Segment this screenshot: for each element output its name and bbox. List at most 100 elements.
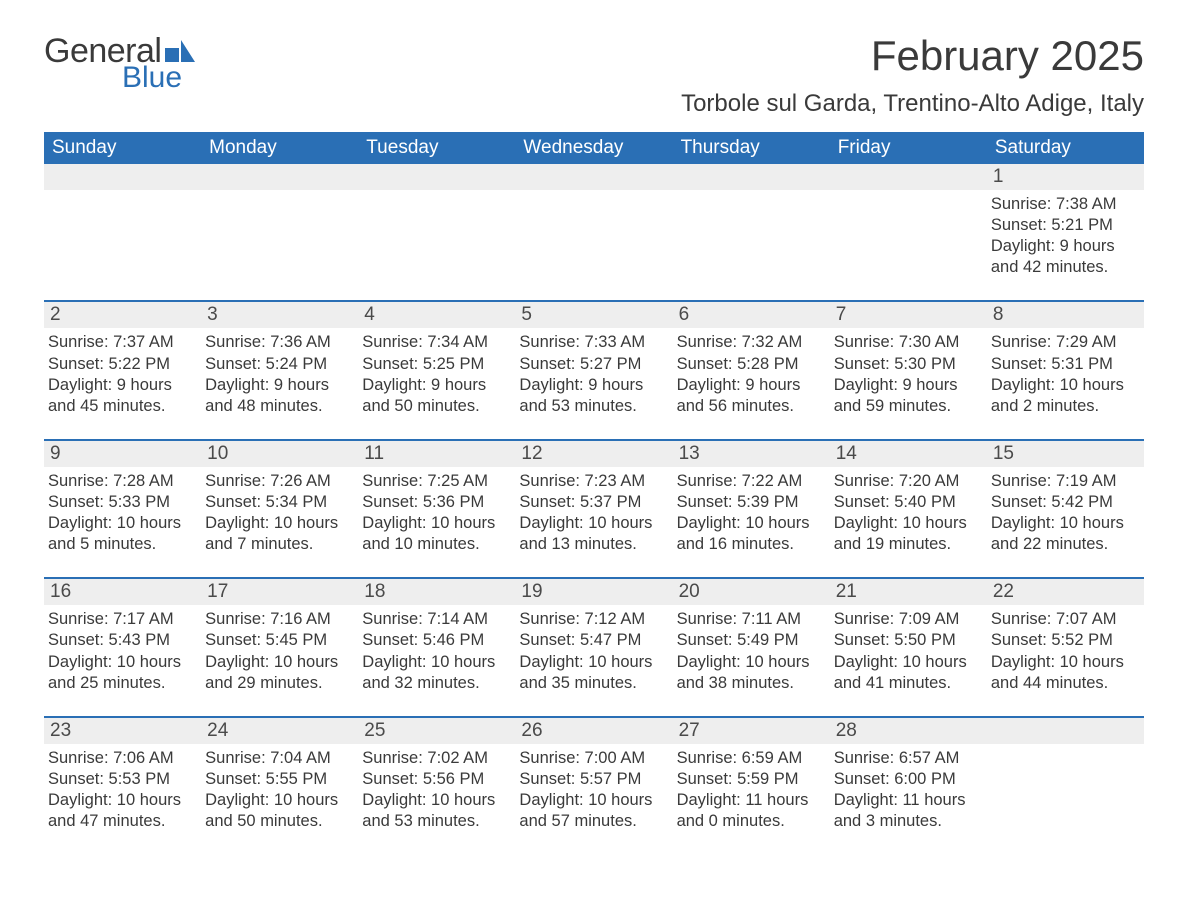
daynum-row: 1 [44, 164, 1144, 190]
dl1-text: Daylight: 10 hours [991, 375, 1138, 396]
day-number: 8 [987, 302, 1144, 328]
day-details [515, 190, 672, 282]
sunset-text: Sunset: 5:36 PM [362, 492, 509, 513]
sunset-text: Sunset: 5:53 PM [48, 769, 195, 790]
sunrise-text: Sunrise: 7:00 AM [519, 748, 666, 769]
dl2-text: and 50 minutes. [362, 396, 509, 417]
sunrise-text: Sunrise: 6:59 AM [677, 748, 824, 769]
dl2-text: and 47 minutes. [48, 811, 195, 832]
dow-cell: Wednesday [515, 132, 672, 164]
sunrise-text: Sunrise: 7:17 AM [48, 609, 195, 630]
dl1-text: Daylight: 10 hours [48, 790, 195, 811]
dl2-text: and 29 minutes. [205, 673, 352, 694]
details-row: Sunrise: 7:28 AMSunset: 5:33 PMDaylight:… [44, 467, 1144, 559]
location-text: Torbole sul Garda, Trentino-Alto Adige, … [681, 90, 1144, 118]
dl2-text: and 3 minutes. [834, 811, 981, 832]
dow-cell: Friday [830, 132, 987, 164]
sunset-text: Sunset: 5:56 PM [362, 769, 509, 790]
day-details [987, 744, 1144, 836]
dl1-text: Daylight: 10 hours [519, 652, 666, 673]
day-details: Sunrise: 7:04 AMSunset: 5:55 PMDaylight:… [201, 744, 358, 836]
day-details: Sunrise: 7:38 AMSunset: 5:21 PMDaylight:… [987, 190, 1144, 282]
sunset-text: Sunset: 5:37 PM [519, 492, 666, 513]
dl2-text: and 50 minutes. [205, 811, 352, 832]
dl1-text: Daylight: 10 hours [362, 790, 509, 811]
day-details: Sunrise: 7:25 AMSunset: 5:36 PMDaylight:… [358, 467, 515, 559]
day-details [358, 190, 515, 282]
dl1-text: Daylight: 10 hours [519, 790, 666, 811]
day-details: Sunrise: 7:32 AMSunset: 5:28 PMDaylight:… [673, 328, 830, 420]
sunset-text: Sunset: 5:21 PM [991, 215, 1138, 236]
dl1-text: Daylight: 10 hours [834, 652, 981, 673]
dl1-text: Daylight: 9 hours [205, 375, 352, 396]
dow-cell: Tuesday [358, 132, 515, 164]
calendar-week: 9101112131415Sunrise: 7:28 AMSunset: 5:3… [44, 439, 1144, 559]
dl1-text: Daylight: 10 hours [991, 652, 1138, 673]
dl2-text: and 45 minutes. [48, 396, 195, 417]
dl2-text: and 56 minutes. [677, 396, 824, 417]
daynum-row: 2345678 [44, 300, 1144, 328]
day-number: 18 [358, 579, 515, 605]
day-number: 6 [673, 302, 830, 328]
day-details [673, 190, 830, 282]
day-number: 7 [830, 302, 987, 328]
dl2-text: and 10 minutes. [362, 534, 509, 555]
sunset-text: Sunset: 5:45 PM [205, 630, 352, 651]
day-details: Sunrise: 7:11 AMSunset: 5:49 PMDaylight:… [673, 605, 830, 697]
dl2-text: and 7 minutes. [205, 534, 352, 555]
sunset-text: Sunset: 5:55 PM [205, 769, 352, 790]
sunrise-text: Sunrise: 7:33 AM [519, 332, 666, 353]
day-of-week-header: SundayMondayTuesdayWednesdayThursdayFrid… [44, 132, 1144, 164]
sunset-text: Sunset: 5:28 PM [677, 354, 824, 375]
day-number: 17 [201, 579, 358, 605]
dl2-text: and 53 minutes. [519, 396, 666, 417]
title-block: February 2025 Torbole sul Garda, Trentin… [681, 32, 1144, 118]
calendar: SundayMondayTuesdayWednesdayThursdayFrid… [44, 132, 1144, 836]
day-details: Sunrise: 7:30 AMSunset: 5:30 PMDaylight:… [830, 328, 987, 420]
day-details: Sunrise: 7:23 AMSunset: 5:37 PMDaylight:… [515, 467, 672, 559]
sunrise-text: Sunrise: 7:19 AM [991, 471, 1138, 492]
daynum-row: 232425262728 [44, 716, 1144, 744]
day-number: 15 [987, 441, 1144, 467]
dl1-text: Daylight: 10 hours [677, 513, 824, 534]
sunset-text: Sunset: 5:30 PM [834, 354, 981, 375]
day-details: Sunrise: 7:26 AMSunset: 5:34 PMDaylight:… [201, 467, 358, 559]
calendar-week: 16171819202122Sunrise: 7:17 AMSunset: 5:… [44, 577, 1144, 697]
sunrise-text: Sunrise: 7:14 AM [362, 609, 509, 630]
header: General Blue February 2025 Torbole sul G… [44, 32, 1144, 118]
day-details [201, 190, 358, 282]
sunset-text: Sunset: 5:33 PM [48, 492, 195, 513]
day-number: 26 [515, 718, 672, 744]
day-details: Sunrise: 7:29 AMSunset: 5:31 PMDaylight:… [987, 328, 1144, 420]
day-number: 20 [673, 579, 830, 605]
dl1-text: Daylight: 10 hours [834, 513, 981, 534]
dl1-text: Daylight: 9 hours [362, 375, 509, 396]
dl2-text: and 2 minutes. [991, 396, 1138, 417]
dl2-text: and 19 minutes. [834, 534, 981, 555]
sunset-text: Sunset: 5:59 PM [677, 769, 824, 790]
dl1-text: Daylight: 10 hours [991, 513, 1138, 534]
day-details: Sunrise: 7:34 AMSunset: 5:25 PMDaylight:… [358, 328, 515, 420]
calendar-week: 2345678Sunrise: 7:37 AMSunset: 5:22 PMDa… [44, 300, 1144, 420]
sunset-text: Sunset: 5:27 PM [519, 354, 666, 375]
day-number: 21 [830, 579, 987, 605]
calendar-weeks: 1Sunrise: 7:38 AMSunset: 5:21 PMDaylight… [44, 164, 1144, 836]
day-details: Sunrise: 7:16 AMSunset: 5:45 PMDaylight:… [201, 605, 358, 697]
day-details: Sunrise: 6:59 AMSunset: 5:59 PMDaylight:… [673, 744, 830, 836]
day-details: Sunrise: 7:02 AMSunset: 5:56 PMDaylight:… [358, 744, 515, 836]
sunrise-text: Sunrise: 6:57 AM [834, 748, 981, 769]
day-number: 10 [201, 441, 358, 467]
calendar-week: 232425262728Sunrise: 7:06 AMSunset: 5:53… [44, 716, 1144, 836]
details-row: Sunrise: 7:17 AMSunset: 5:43 PMDaylight:… [44, 605, 1144, 697]
sunrise-text: Sunrise: 7:26 AM [205, 471, 352, 492]
details-row: Sunrise: 7:38 AMSunset: 5:21 PMDaylight:… [44, 190, 1144, 282]
day-details: Sunrise: 7:22 AMSunset: 5:39 PMDaylight:… [673, 467, 830, 559]
day-number: 16 [44, 579, 201, 605]
dl2-text: and 25 minutes. [48, 673, 195, 694]
dow-cell: Saturday [987, 132, 1144, 164]
sunrise-text: Sunrise: 7:22 AM [677, 471, 824, 492]
sunrise-text: Sunrise: 7:34 AM [362, 332, 509, 353]
sunset-text: Sunset: 5:50 PM [834, 630, 981, 651]
dl2-text: and 42 minutes. [991, 257, 1138, 278]
dow-cell: Sunday [44, 132, 201, 164]
